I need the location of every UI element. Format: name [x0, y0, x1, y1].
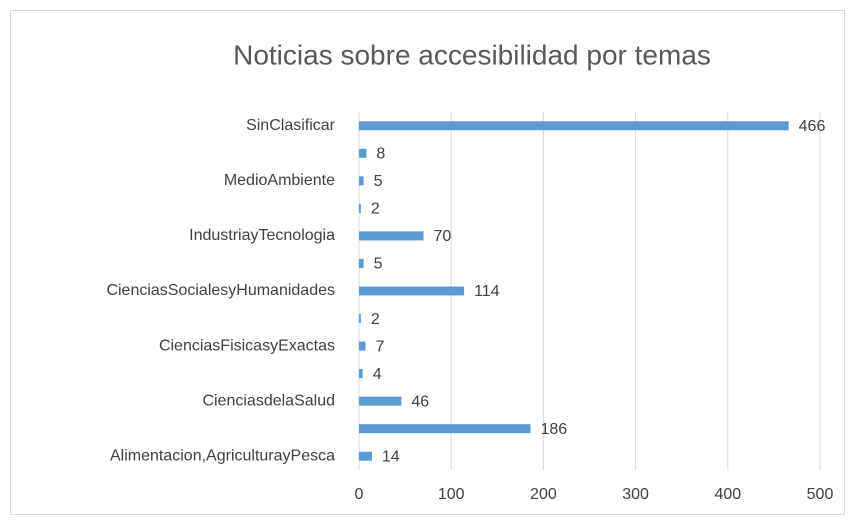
chart-border	[10, 10, 845, 515]
bar	[359, 314, 361, 324]
y-tick-label: IndustriayTecnologia	[189, 227, 335, 244]
y-tick-label: MedioAmbiente	[224, 172, 335, 189]
y-tick-label: CienciasSocialesyHumanidades	[106, 282, 335, 299]
bar	[359, 258, 364, 268]
x-tick-label: 100	[438, 486, 465, 503]
data-label: 2	[371, 311, 380, 328]
bar	[359, 203, 361, 213]
y-tick-label: Alimentacion,AgriculturayPesca	[110, 447, 335, 464]
y-tick-label: CienciasFisicasyExactas	[159, 337, 335, 354]
bar	[359, 424, 531, 434]
data-label: 466	[799, 118, 826, 135]
data-label: 70	[434, 228, 452, 245]
data-label: 46	[411, 393, 429, 410]
data-label: 2	[371, 201, 380, 218]
x-tick-label: 300	[622, 486, 649, 503]
y-tick-label: SinClasificar	[246, 117, 336, 134]
x-tick-label: 400	[714, 486, 741, 503]
data-label: 4	[373, 366, 382, 383]
y-tick-label: CienciasdelaSalud	[202, 392, 335, 409]
bar	[359, 451, 372, 461]
bar	[359, 176, 364, 186]
bar	[359, 148, 367, 158]
bar	[359, 121, 789, 131]
bar	[359, 341, 366, 351]
bar	[359, 369, 363, 379]
x-tick-label: 500	[807, 486, 834, 503]
bar	[359, 396, 402, 406]
x-tick-label: 200	[530, 486, 557, 503]
data-label: 8	[376, 146, 385, 163]
data-label: 114	[474, 283, 500, 300]
x-tick-label: 0	[355, 486, 364, 503]
chart-title: Noticias sobre accesibilidad por temas	[233, 39, 711, 70]
data-label: 7	[375, 338, 384, 355]
data-label: 5	[374, 256, 383, 273]
bar	[359, 231, 424, 241]
data-label: 5	[374, 173, 383, 190]
data-label: 186	[540, 421, 567, 438]
data-label: 14	[382, 448, 400, 465]
bar	[359, 286, 465, 296]
